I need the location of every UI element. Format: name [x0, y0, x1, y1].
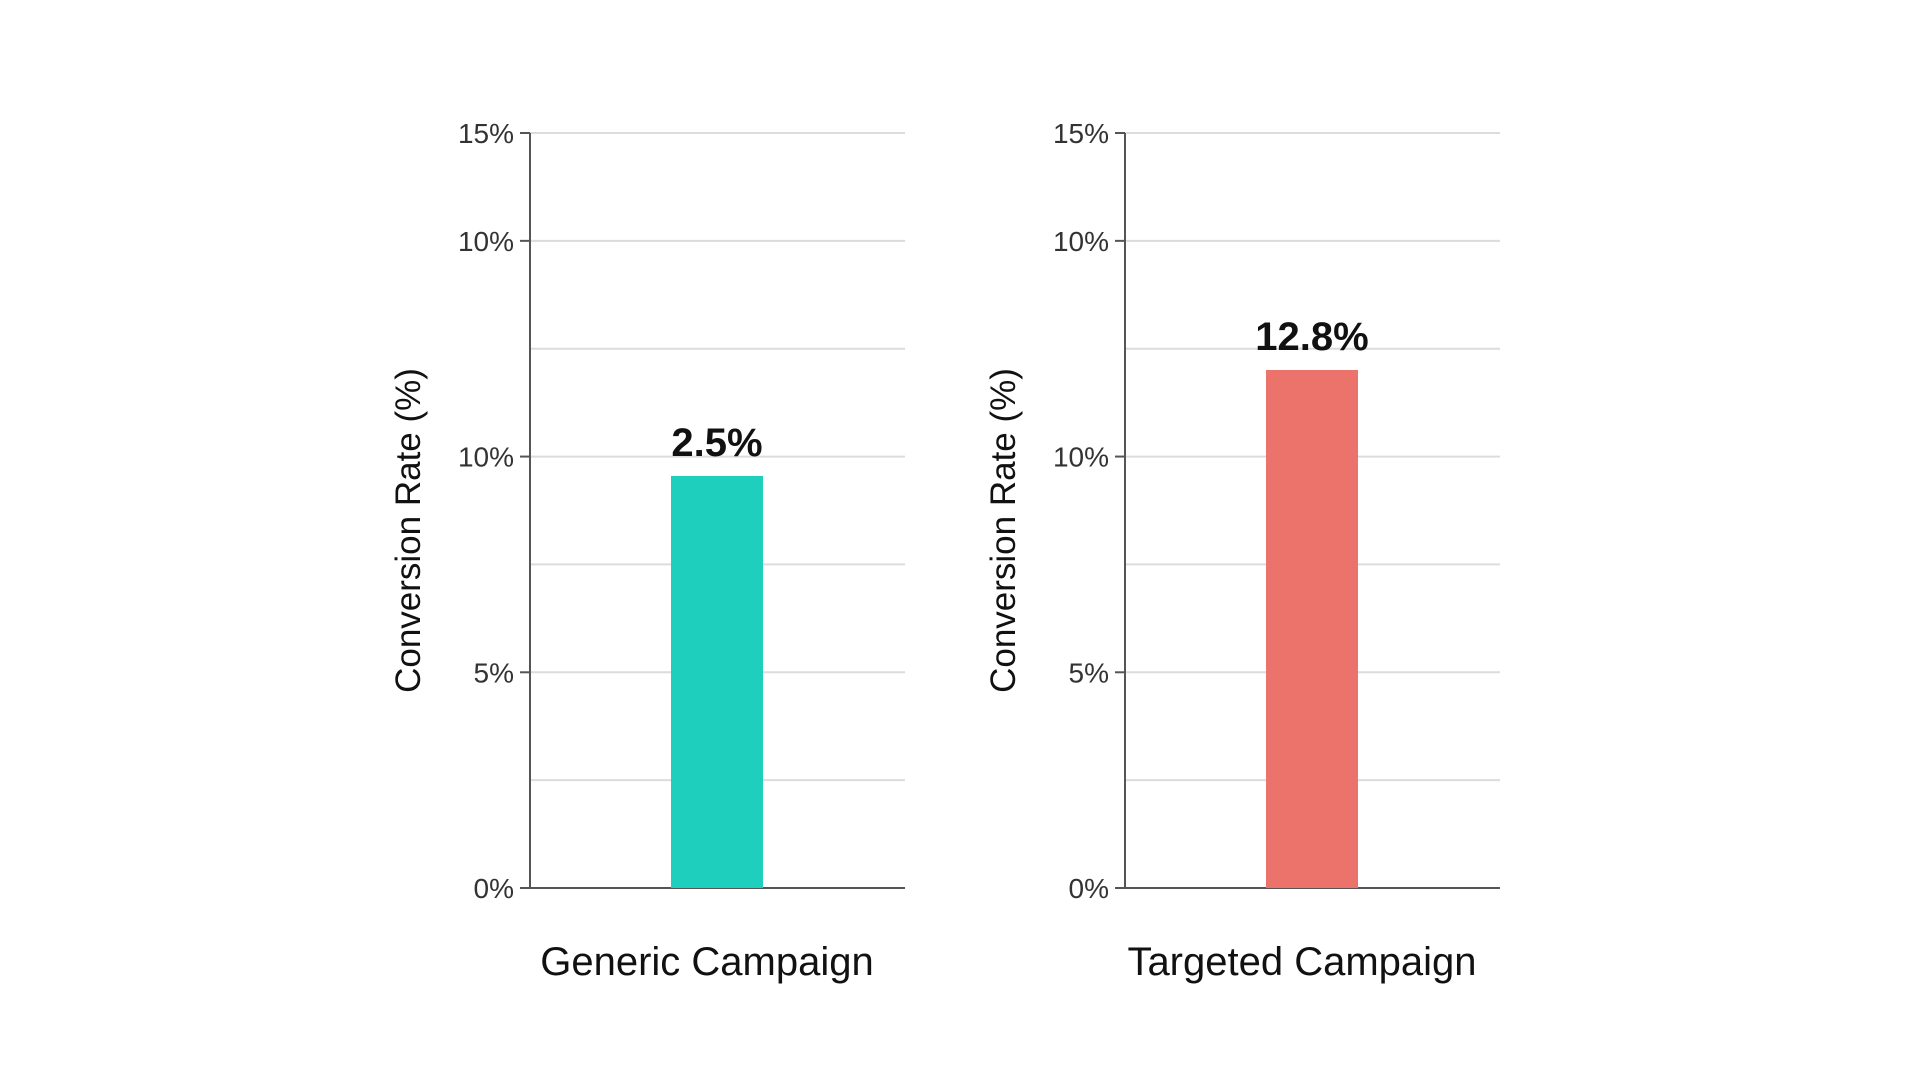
y-axis-title: Conversion Rate (%): [984, 368, 1023, 693]
y-tick-label: 0%: [474, 873, 514, 904]
bar-targeted-campaign: [1266, 370, 1358, 888]
bar-value-label: 12.8%: [1255, 315, 1368, 359]
y-tick-label: 10%: [458, 442, 514, 473]
y-tick-label: 10%: [458, 226, 514, 257]
y-tick-label: 5%: [474, 657, 514, 688]
y-tick-label: 10%: [1053, 442, 1109, 473]
x-category-label: Generic Campaign: [540, 940, 874, 984]
chart-generic-campaign: 0% 5% 10% 10% 15% 2.5% Generic Campaign Convers…: [370, 0, 1070, 1080]
y-tick-label: 0%: [1069, 873, 1109, 904]
x-category-label: Targeted Campaign: [1127, 940, 1476, 984]
bar-generic-campaign: [671, 476, 763, 888]
y-tick-label: 15%: [458, 118, 514, 149]
y-axis-title: Conversion Rate (%): [389, 368, 428, 693]
chart-svg: 0% 5% 10% 10% 15% 2.5% Generic Campaign Convers…: [389, 118, 905, 984]
bar-value-label: 2.5%: [671, 421, 762, 465]
chart-svg: 0% 5% 10% 10% 15% 12.8% Targeted Campaign Conve…: [984, 118, 1500, 984]
chart-targeted-campaign: 0% 5% 10% 10% 15% 12.8% Targeted Campaign Conve…: [965, 0, 1665, 1080]
y-tick-label: 10%: [1053, 226, 1109, 257]
y-tick-label: 5%: [1069, 657, 1109, 688]
y-tick-label: 15%: [1053, 118, 1109, 149]
